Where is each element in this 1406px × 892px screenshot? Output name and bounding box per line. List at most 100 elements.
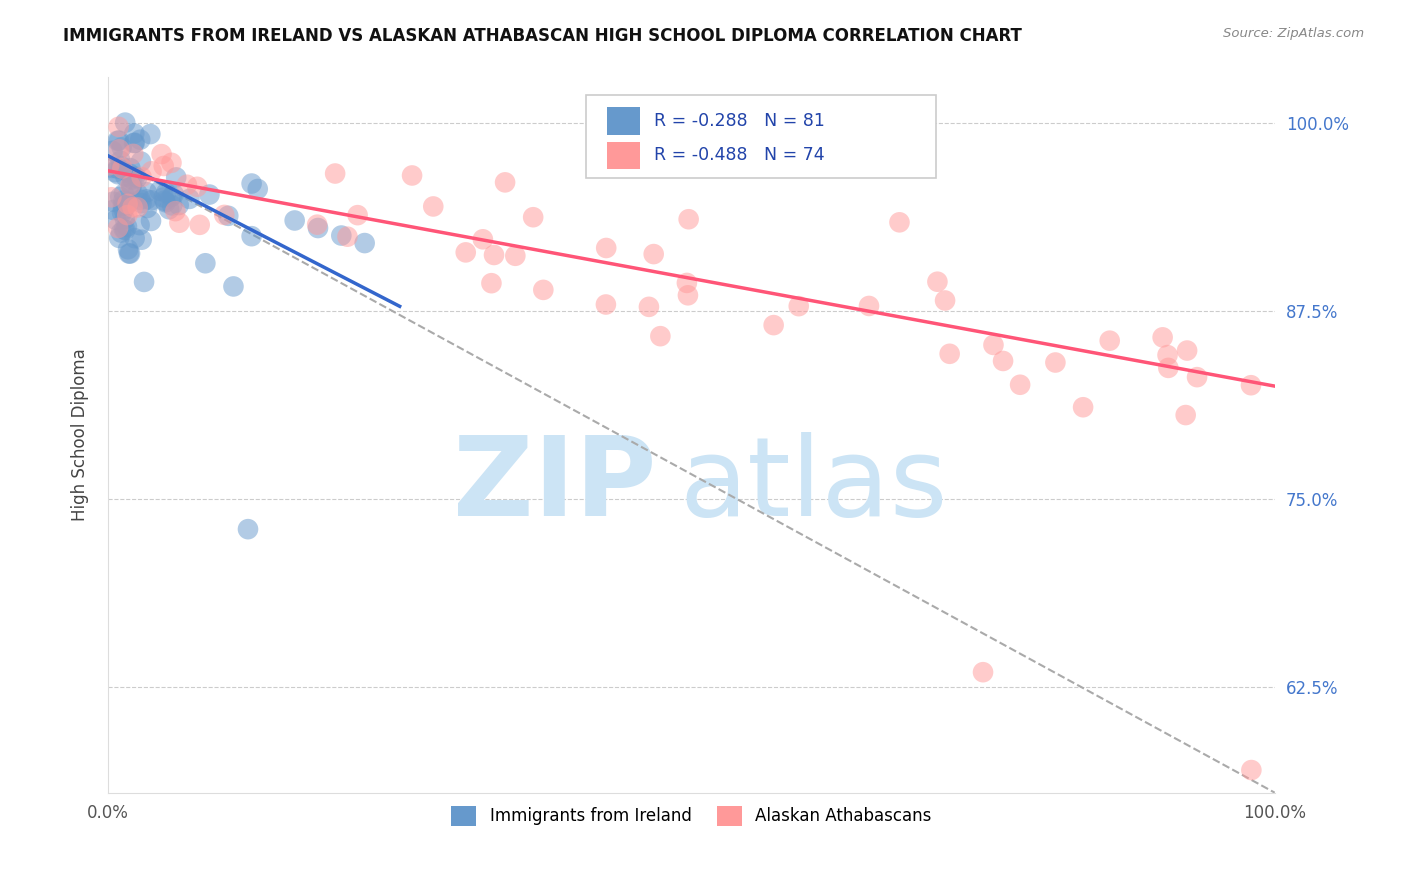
Point <box>762 318 785 332</box>
Point <box>125 171 148 186</box>
Point <box>1045 355 1067 369</box>
Point <box>115 198 138 212</box>
Point <box>160 198 183 212</box>
Point <box>141 194 163 208</box>
Point <box>165 170 187 185</box>
Point <box>678 212 700 227</box>
Point <box>118 167 141 181</box>
Point <box>889 215 911 229</box>
Point <box>100 190 122 204</box>
Point <box>330 228 353 243</box>
FancyBboxPatch shape <box>586 95 936 178</box>
Point <box>117 196 139 211</box>
Point <box>638 300 661 314</box>
Point <box>155 195 177 210</box>
Point <box>150 147 173 161</box>
Point <box>127 201 149 215</box>
Point <box>1185 370 1208 384</box>
Point <box>482 248 505 262</box>
Point <box>169 216 191 230</box>
Text: atlas: atlas <box>679 432 948 539</box>
Point <box>101 161 124 175</box>
Point <box>114 169 136 184</box>
Point <box>595 241 617 255</box>
Point <box>131 196 153 211</box>
Point <box>111 205 134 219</box>
Point <box>110 159 132 173</box>
Point <box>454 245 477 260</box>
Point <box>676 276 699 290</box>
Point <box>1071 401 1094 415</box>
Point <box>124 231 146 245</box>
Point <box>422 199 444 213</box>
Point <box>983 338 1005 352</box>
Point <box>108 142 131 156</box>
Point <box>122 136 145 150</box>
Point <box>972 665 994 680</box>
Point <box>1175 343 1198 358</box>
Point <box>494 175 516 189</box>
Point <box>214 208 236 222</box>
Point <box>927 275 949 289</box>
Point <box>188 218 211 232</box>
Point <box>112 202 135 217</box>
Point <box>110 153 132 168</box>
Point <box>217 209 239 223</box>
Point <box>167 198 190 212</box>
Point <box>98 158 121 172</box>
Point <box>114 223 136 237</box>
Point <box>107 134 129 148</box>
Point <box>122 147 145 161</box>
Point <box>129 193 152 207</box>
Point <box>1098 334 1121 348</box>
Point <box>179 192 201 206</box>
Point <box>114 212 136 227</box>
Point <box>114 115 136 129</box>
Point <box>858 299 880 313</box>
Point <box>160 156 183 170</box>
Bar <box>607 142 640 169</box>
Point <box>112 186 135 201</box>
Point <box>336 229 359 244</box>
Point <box>153 194 176 208</box>
Point <box>117 208 139 222</box>
Point <box>522 211 544 225</box>
Point <box>284 213 307 227</box>
Point <box>222 279 245 293</box>
Point <box>101 194 124 209</box>
Point <box>107 161 129 176</box>
Point <box>107 221 129 235</box>
Point <box>111 140 134 154</box>
Point <box>127 186 149 201</box>
Point <box>676 288 699 302</box>
Point <box>139 127 162 141</box>
Point <box>165 204 187 219</box>
Point <box>107 167 129 181</box>
Point <box>240 229 263 244</box>
Point <box>131 169 153 184</box>
Point <box>991 354 1014 368</box>
Point <box>152 159 174 173</box>
Point <box>121 172 143 186</box>
Point <box>505 249 527 263</box>
Point <box>118 246 141 260</box>
Point <box>110 190 132 204</box>
Point <box>101 144 124 158</box>
Point <box>307 218 329 232</box>
Text: IMMIGRANTS FROM IRELAND VS ALASKAN ATHABASCAN HIGH SCHOOL DIPLOMA CORRELATION CH: IMMIGRANTS FROM IRELAND VS ALASKAN ATHAB… <box>63 27 1022 45</box>
Point <box>120 178 142 193</box>
Point <box>124 136 146 150</box>
Point <box>149 184 172 198</box>
Point <box>132 275 155 289</box>
Point <box>157 202 180 217</box>
Point <box>136 201 159 215</box>
Point <box>104 212 127 227</box>
Point <box>111 199 134 213</box>
Point <box>787 299 810 313</box>
Point <box>108 231 131 245</box>
Point <box>107 120 129 134</box>
Point <box>155 186 177 200</box>
Point <box>401 169 423 183</box>
Point <box>120 161 142 176</box>
Legend: Immigrants from Ireland, Alaskan Athabascans: Immigrants from Ireland, Alaskan Athabas… <box>443 797 939 834</box>
